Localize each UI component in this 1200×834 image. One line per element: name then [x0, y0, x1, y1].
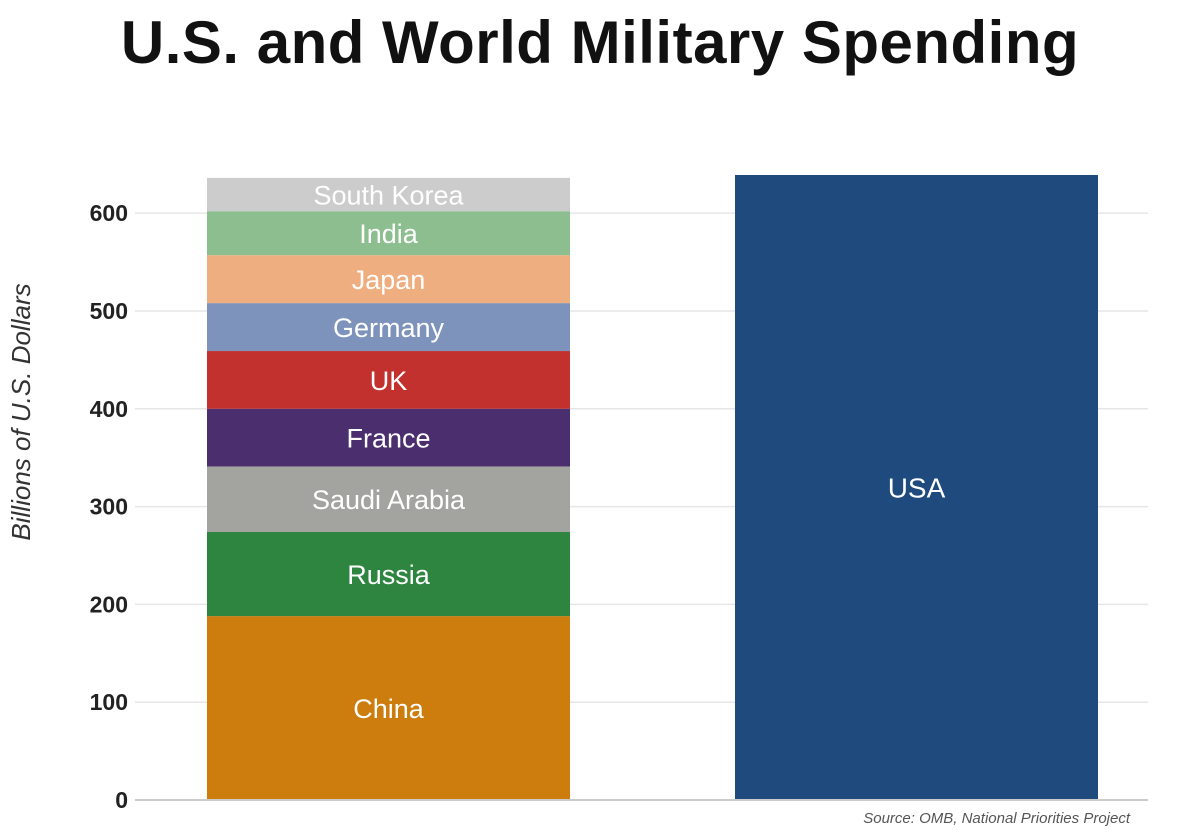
y-tick-label: 100 [90, 689, 128, 715]
segment-label-france: France [346, 424, 430, 454]
segment-label-china: China [353, 694, 425, 724]
y-tick-label: 400 [90, 396, 128, 422]
bar-segment-germany [207, 303, 570, 352]
bars: China Russia Saudi Arabia France UK Germany Ja… [207, 174, 1098, 800]
source-note: Source: OMB, National Priorities Project [863, 810, 1130, 827]
chart-title: U.S. and World Military Spending [120, 9, 1080, 76]
segment-label-uk: UK [370, 366, 408, 396]
segment-label-saudi-arabia: Saudi Arabia [312, 485, 466, 515]
segment-label-south-korea: South Korea [313, 181, 464, 211]
y-tick-label: 0 [115, 787, 128, 813]
y-axis-ticks: 0 100 200 300 400 500 600 [90, 200, 128, 813]
y-tick-label: 600 [90, 200, 128, 226]
bar-segment-uk [207, 351, 570, 409]
bar-segment-usa [735, 174, 1098, 800]
segment-label-germany: Germany [333, 313, 445, 343]
bar-segment-france [207, 408, 570, 467]
y-axis-label: Billions of U.S. Dollars [6, 283, 36, 540]
y-tick-label: 500 [90, 298, 128, 324]
bar-segment-south-korea [207, 177, 570, 212]
segment-label-india: India [359, 219, 419, 249]
bar-segment-india [207, 211, 570, 256]
bar-segment-russia [207, 531, 570, 617]
y-tick-label: 200 [90, 591, 128, 617]
y-tick-label: 300 [90, 494, 128, 520]
bar-segment-saudi-arabia [207, 466, 570, 532]
segment-label-japan: Japan [352, 265, 426, 295]
bar-segment-china [207, 616, 570, 800]
bar-segment-japan [207, 255, 570, 304]
segment-label-usa: USA [888, 472, 946, 503]
segment-label-russia: Russia [347, 560, 431, 590]
